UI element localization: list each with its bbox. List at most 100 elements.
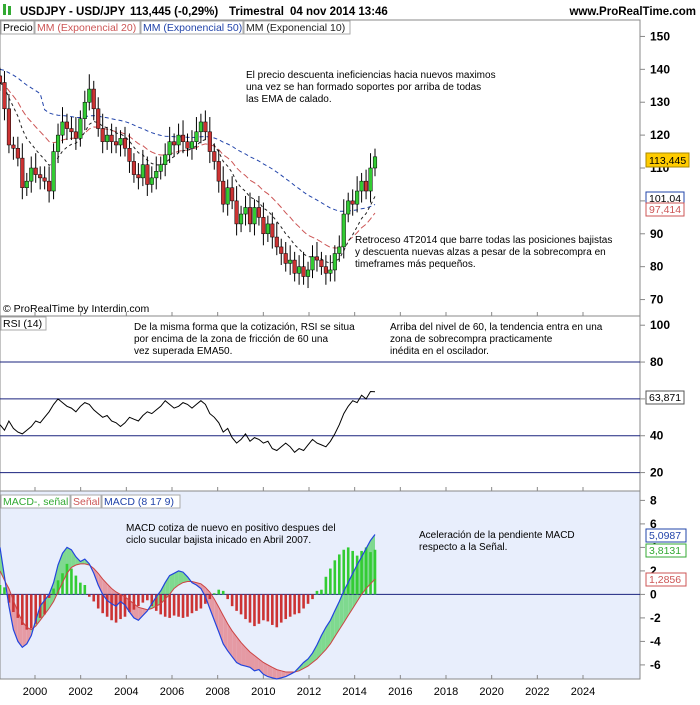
candle-body <box>158 164 163 172</box>
candle-body <box>114 141 119 146</box>
macd-histogram-bar <box>315 590 319 595</box>
macd-histogram-bar <box>204 594 207 604</box>
price-plot <box>0 67 378 289</box>
x-tick-label: 2014 <box>342 686 366 698</box>
x-tick-label: 2008 <box>205 686 229 698</box>
macd-signal-band <box>26 627 32 644</box>
candle-body <box>225 187 230 205</box>
macd-histogram-bar <box>275 594 279 628</box>
macd-signal-band <box>334 601 340 637</box>
x-tick-label: 2002 <box>68 686 92 698</box>
candle-body <box>194 131 199 142</box>
macd-signal-band <box>316 635 322 660</box>
price-note-1: El precio descuenta ineficiencias hacia … <box>246 70 498 105</box>
candle-body <box>270 223 275 238</box>
macd-y-tick-label: -2 <box>650 611 661 625</box>
candle-body <box>96 108 101 129</box>
rsi-y-tick-label: 100 <box>650 318 670 332</box>
macd-histogram-bar <box>253 594 256 627</box>
rsi-note-1: De la misma forma que la cotización, RSI… <box>134 322 357 357</box>
macd-histogram-bar <box>181 594 185 618</box>
candle-body <box>136 174 141 179</box>
x-tick-label: 2000 <box>23 686 47 698</box>
macd-histogram-bar <box>360 550 363 595</box>
macd-histogram-bar <box>110 594 113 621</box>
candle-body <box>15 148 20 159</box>
candle-body <box>0 75 3 83</box>
rsi-note-2: Arriba del nivel de 60, la tendencia ent… <box>390 322 605 357</box>
candle-body <box>212 151 217 162</box>
candle-body <box>145 164 150 185</box>
macd-histogram-bar <box>248 594 252 623</box>
header-bar <box>0 0 700 20</box>
x-tick-label: 2022 <box>525 686 549 698</box>
macd-signal-band <box>312 644 317 663</box>
candle-body <box>301 266 306 277</box>
site-url: www.ProRealTime.com <box>568 6 696 18</box>
macd-y-tick-label: -4 <box>650 634 661 648</box>
macd-plot <box>0 534 640 680</box>
candle-body <box>131 161 136 175</box>
candle-body <box>33 167 38 175</box>
legend-ema20: MM (Exponencial 20) <box>37 22 136 34</box>
macd-signal-band <box>75 556 81 566</box>
signal-line <box>0 563 376 673</box>
rsi-y-tick-label: 20 <box>650 466 664 480</box>
price-y-tick-label: 90 <box>650 227 664 241</box>
tag-ema50: 101,04 <box>649 193 681 205</box>
candle-body <box>305 269 311 277</box>
macd-histogram-bar <box>257 594 261 624</box>
candle-body <box>42 177 47 182</box>
rsi-y-tick-label: 80 <box>650 355 664 369</box>
macd-signal-band <box>174 570 179 589</box>
macd-histogram-bar <box>208 594 212 600</box>
copyright-text: © ProRealTime by Interdin.com <box>3 303 149 315</box>
macd-histogram-bar <box>333 560 337 595</box>
macd-signal-band <box>245 647 250 668</box>
macd-signal-band <box>303 659 309 669</box>
candle-body <box>55 134 61 152</box>
legend-macd-hist: MACD-, señal <box>3 496 68 508</box>
macd-histogram-bar <box>177 594 180 617</box>
candle-body <box>247 207 253 225</box>
macd-histogram-bar <box>146 594 149 601</box>
x-tick-label: 2018 <box>434 686 458 698</box>
macd-histogram-bar <box>288 594 292 617</box>
candle-body <box>180 134 186 142</box>
macd-histogram-bar <box>61 573 64 595</box>
macd-signal-band <box>254 655 259 671</box>
macd-signal-band <box>178 570 184 585</box>
price-y-tick-label: 130 <box>650 95 670 109</box>
candle-body <box>252 207 257 225</box>
macd-histogram-bar <box>114 594 118 623</box>
x-tick-label: 2004 <box>114 686 138 698</box>
macd-histogram-bar <box>199 594 203 609</box>
macd-histogram-bar <box>21 594 24 625</box>
candle-body <box>154 171 159 179</box>
macd-histogram-bar <box>297 594 301 614</box>
tag-ema20: 97,414 <box>649 204 681 216</box>
macd-signal-band <box>339 590 344 630</box>
candle-body <box>337 246 342 254</box>
macd-histogram-bar <box>47 594 51 598</box>
macd-histogram-bar <box>43 594 46 615</box>
macd-histogram-bar <box>364 547 368 595</box>
macd-histogram-bar <box>29 594 33 629</box>
candle-body <box>29 167 34 182</box>
macd-legend: MACD-, señal Señal MACD (8 17 9) <box>0 494 181 509</box>
candle-body <box>297 266 302 274</box>
tag-hist: 3,8131 <box>649 545 681 557</box>
x-tick-label: 2024 <box>571 686 595 698</box>
candle-body <box>127 148 132 162</box>
macd-histogram-bar <box>369 552 372 595</box>
candle-body <box>140 164 145 179</box>
candle-body <box>265 223 270 235</box>
candle-body <box>239 213 244 225</box>
candle-body <box>6 108 11 146</box>
tag-rsi: 63,871 <box>649 392 681 404</box>
candle-body <box>234 200 239 225</box>
candle-body <box>243 207 248 215</box>
macd-signal-band <box>236 636 242 665</box>
macd-histogram-bar <box>226 594 229 600</box>
